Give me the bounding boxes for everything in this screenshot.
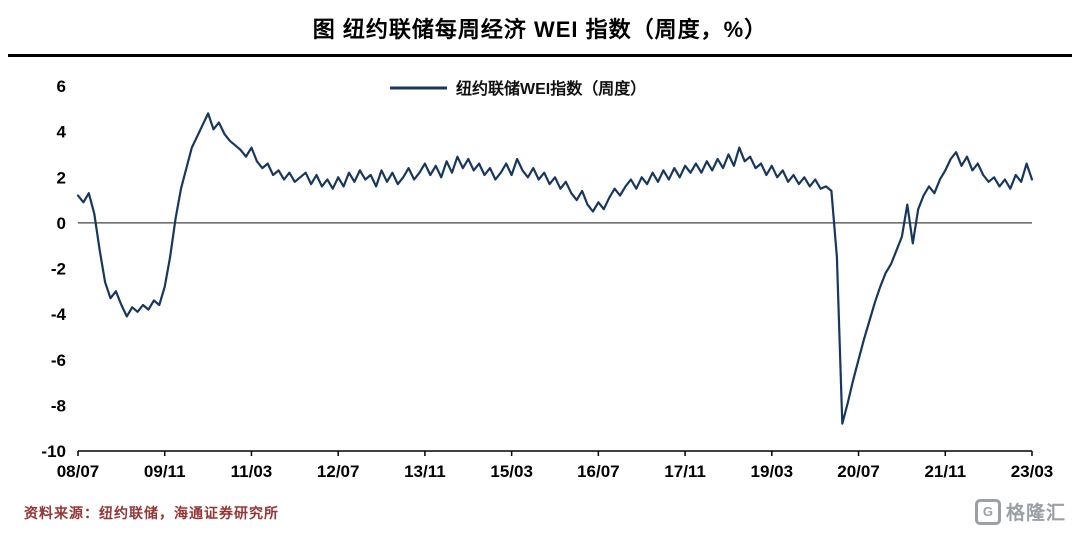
- x-tick-label: 15/03: [490, 462, 533, 480]
- x-tick-label: 17/11: [664, 462, 706, 480]
- wei-line-chart: 纽约联储WEI指数（周度） 6 4 2 0 -2 -4 -6 -8 -10 08/07 09/11 1…: [0, 56, 1080, 481]
- y-tick-label: 2: [57, 168, 66, 187]
- y-tick-label: 6: [57, 77, 66, 96]
- chart-header: 图 纽约联储每周经济 WEI 指数（周度，%）: [0, 0, 1080, 57]
- source-note: 资料来源：纽约联储，海通证券研究所: [24, 505, 279, 521]
- legend-label: 纽约联储WEI指数（周度）: [456, 79, 646, 98]
- x-tick-label: 16/07: [577, 462, 620, 480]
- x-tick-label: 21/11: [924, 462, 966, 480]
- x-tick-label: 12/07: [317, 462, 360, 480]
- y-tick-label: -8: [51, 396, 66, 415]
- x-tick-label: 20/07: [837, 462, 880, 480]
- x-tick-label: 23/03: [1011, 462, 1054, 480]
- x-tick-label: 11/03: [231, 462, 273, 480]
- y-tick-label: -10: [41, 442, 66, 461]
- x-tick-label: 08/07: [57, 462, 100, 480]
- y-tick-label: -6: [51, 351, 66, 370]
- y-tick-label: -4: [51, 305, 67, 324]
- gelonghui-logo-text: 格隆汇: [1005, 503, 1066, 524]
- gelonghui-logo-icon: G: [974, 498, 1001, 525]
- x-tick-label: 19/03: [751, 462, 794, 480]
- page-title: 图 纽约联储每周经济 WEI 指数（周度，%）: [312, 17, 768, 42]
- y-tick-label: 0: [57, 214, 66, 233]
- wei-series-line: [76, 112, 1034, 425]
- title-divider: [8, 54, 1072, 57]
- gelonghui-logo: G 格隆汇: [974, 498, 1066, 525]
- chart-legend: 纽约联储WEI指数（周度）: [390, 79, 646, 98]
- y-tick-label: 4: [57, 123, 67, 142]
- y-tick-label: -2: [51, 260, 66, 279]
- footer: 资料来源：纽约联储，海通证券研究所 G 格隆汇: [0, 497, 1080, 527]
- x-tick-label: 13/11: [404, 462, 446, 480]
- x-tick-label: 09/11: [144, 462, 186, 480]
- series-layer: [76, 112, 1034, 425]
